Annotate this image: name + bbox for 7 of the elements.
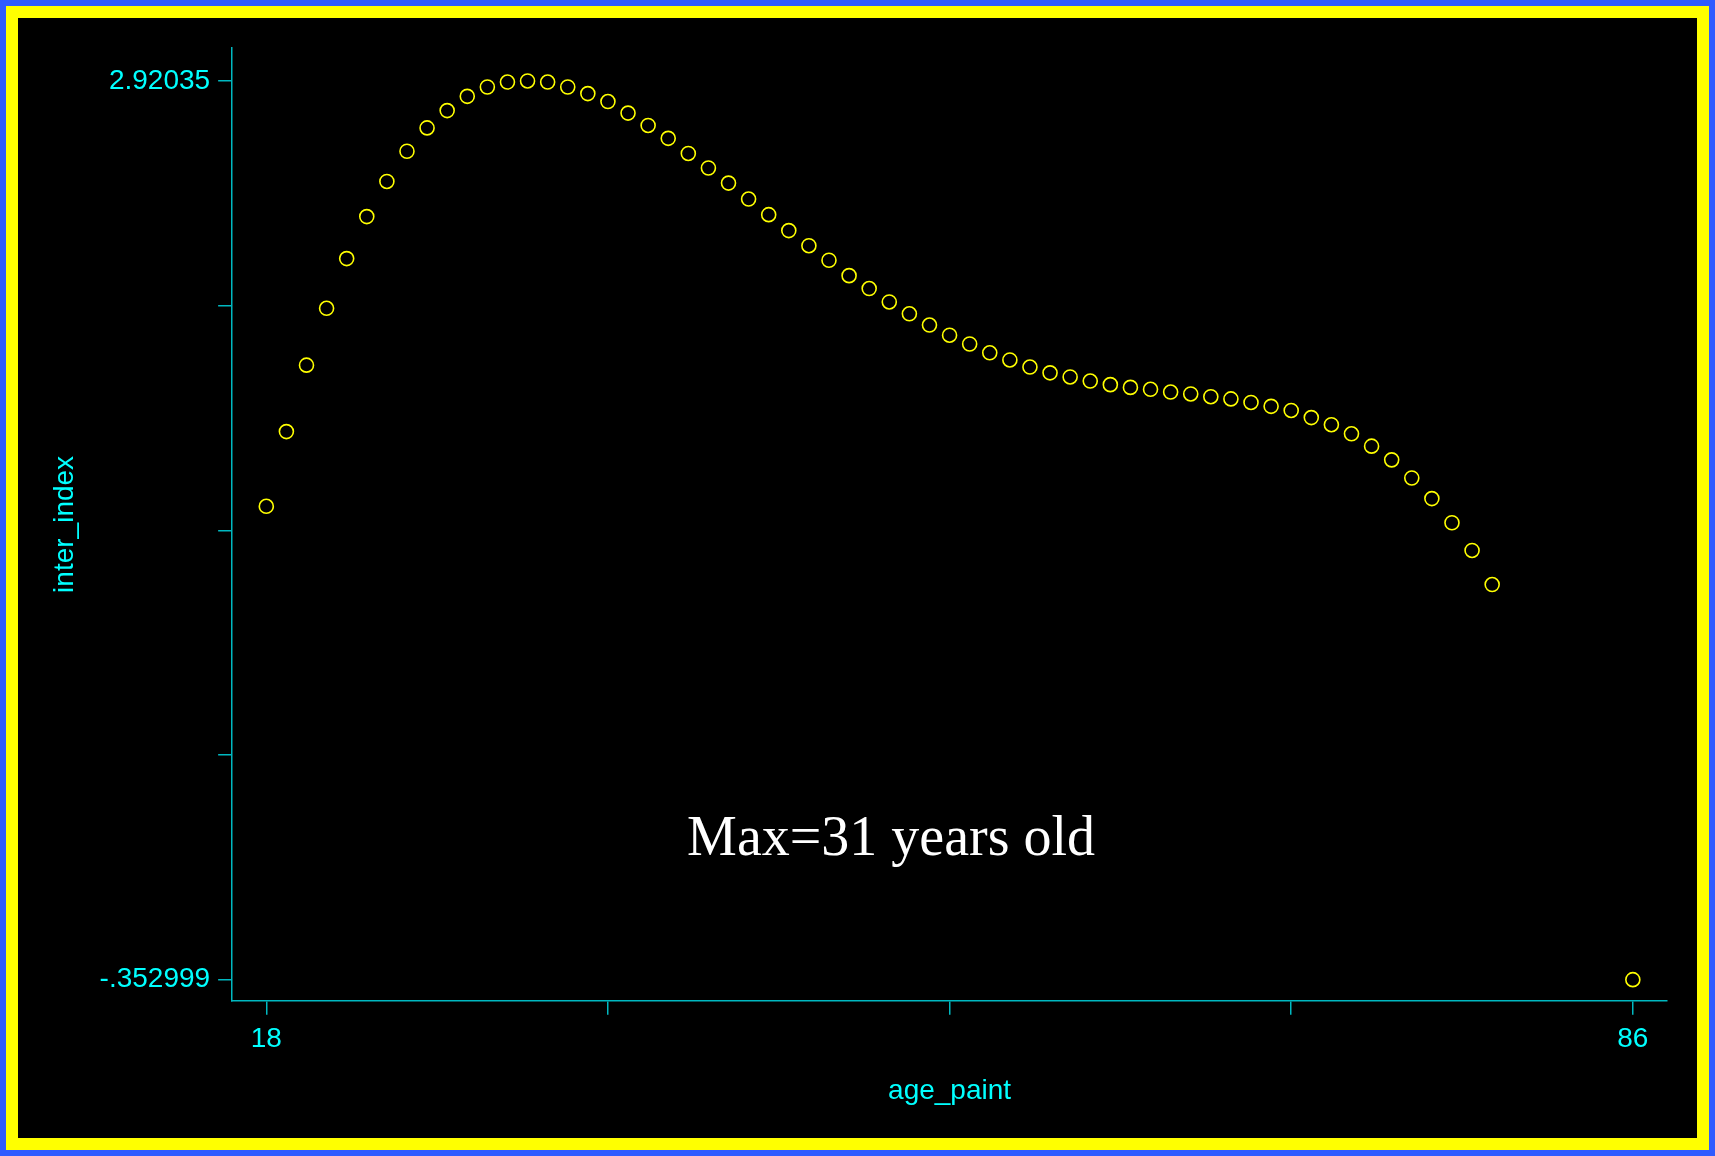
y-axis-title: inter_index bbox=[47, 455, 79, 593]
x-tick-label: 18 bbox=[250, 1022, 282, 1054]
x-tick-label: 86 bbox=[1617, 1022, 1649, 1054]
y-tick-label: 2.92035 bbox=[108, 63, 211, 95]
y-tick-label: -.352999 bbox=[99, 962, 211, 994]
x-axis-title: age_paint bbox=[888, 1073, 1012, 1105]
annotation: Max=31 years old bbox=[687, 803, 1096, 868]
